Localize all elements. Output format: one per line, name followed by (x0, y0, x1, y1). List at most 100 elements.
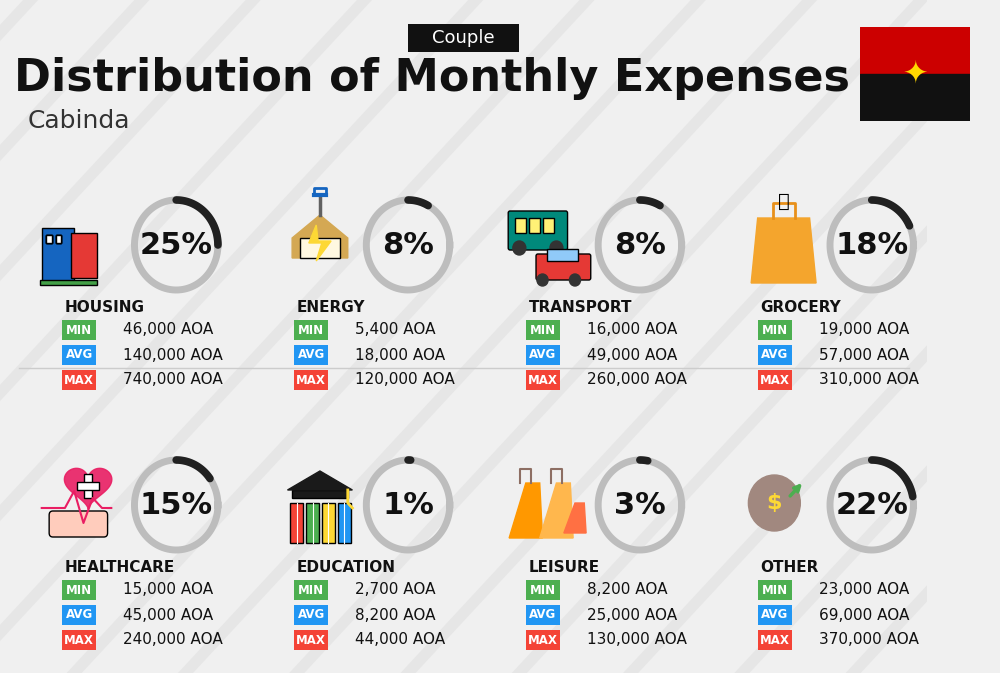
FancyBboxPatch shape (42, 228, 74, 283)
Text: MIN: MIN (298, 324, 324, 336)
Text: AVG: AVG (761, 608, 788, 621)
FancyBboxPatch shape (294, 630, 328, 650)
FancyBboxPatch shape (543, 218, 554, 233)
FancyBboxPatch shape (71, 233, 97, 278)
Text: AVG: AVG (761, 349, 788, 361)
FancyBboxPatch shape (40, 280, 97, 285)
FancyBboxPatch shape (62, 345, 96, 365)
Text: MAX: MAX (64, 374, 94, 386)
Text: 49,000 AOA: 49,000 AOA (587, 347, 677, 363)
FancyBboxPatch shape (62, 320, 96, 340)
Text: Cabinda: Cabinda (28, 109, 130, 133)
FancyBboxPatch shape (56, 235, 61, 243)
FancyBboxPatch shape (62, 630, 96, 650)
FancyBboxPatch shape (62, 370, 96, 390)
Text: MAX: MAX (296, 633, 326, 647)
Text: MAX: MAX (760, 374, 790, 386)
Circle shape (537, 274, 548, 286)
Text: 46,000 AOA: 46,000 AOA (123, 322, 214, 337)
Text: ✦: ✦ (902, 59, 928, 89)
FancyBboxPatch shape (306, 503, 319, 543)
FancyBboxPatch shape (294, 370, 328, 390)
FancyBboxPatch shape (536, 254, 591, 280)
FancyBboxPatch shape (526, 320, 560, 340)
Text: 8%: 8% (382, 230, 434, 260)
Text: 23,000 AOA: 23,000 AOA (819, 583, 909, 598)
Text: MAX: MAX (528, 374, 558, 386)
Text: HEALTHCARE: HEALTHCARE (65, 561, 175, 575)
Text: 45,000 AOA: 45,000 AOA (123, 608, 213, 623)
FancyBboxPatch shape (547, 249, 578, 261)
FancyBboxPatch shape (529, 218, 540, 233)
Text: MAX: MAX (296, 374, 326, 386)
Text: 19,000 AOA: 19,000 AOA (819, 322, 909, 337)
Text: 15%: 15% (140, 491, 213, 520)
FancyBboxPatch shape (46, 235, 52, 243)
Text: 18%: 18% (835, 230, 908, 260)
Text: 240,000 AOA: 240,000 AOA (123, 633, 223, 647)
FancyBboxPatch shape (292, 490, 348, 498)
Text: AVG: AVG (66, 608, 93, 621)
Polygon shape (509, 483, 543, 538)
Text: 🥬: 🥬 (778, 192, 790, 211)
FancyBboxPatch shape (56, 235, 61, 243)
Bar (860, 74, 970, 121)
FancyBboxPatch shape (62, 605, 96, 625)
Text: MIN: MIN (66, 324, 92, 336)
Text: 69,000 AOA: 69,000 AOA (819, 608, 909, 623)
Text: MIN: MIN (530, 583, 556, 596)
FancyBboxPatch shape (526, 345, 560, 365)
FancyBboxPatch shape (290, 503, 303, 543)
Polygon shape (540, 483, 573, 538)
Circle shape (748, 475, 800, 531)
Circle shape (569, 274, 581, 286)
FancyBboxPatch shape (294, 320, 328, 340)
Text: MIN: MIN (66, 583, 92, 596)
FancyBboxPatch shape (294, 345, 328, 365)
FancyBboxPatch shape (322, 503, 335, 543)
Text: MIN: MIN (530, 324, 556, 336)
Text: 8,200 AOA: 8,200 AOA (587, 583, 668, 598)
Text: MAX: MAX (64, 633, 94, 647)
Text: 140,000 AOA: 140,000 AOA (123, 347, 223, 363)
Text: GROCERY: GROCERY (760, 301, 841, 316)
FancyBboxPatch shape (408, 24, 519, 52)
Circle shape (550, 241, 563, 255)
FancyBboxPatch shape (84, 474, 92, 498)
Text: AVG: AVG (66, 349, 93, 361)
FancyBboxPatch shape (46, 235, 52, 243)
Text: 18,000 AOA: 18,000 AOA (355, 347, 445, 363)
Text: 370,000 AOA: 370,000 AOA (819, 633, 919, 647)
Text: 740,000 AOA: 740,000 AOA (123, 372, 223, 388)
Text: AVG: AVG (298, 608, 325, 621)
Text: 2,700 AOA: 2,700 AOA (355, 583, 436, 598)
Polygon shape (309, 225, 331, 261)
Text: 1%: 1% (382, 491, 434, 520)
Text: 44,000 AOA: 44,000 AOA (355, 633, 445, 647)
FancyBboxPatch shape (758, 370, 792, 390)
Text: LEISURE: LEISURE (529, 561, 600, 575)
FancyBboxPatch shape (77, 482, 99, 490)
FancyBboxPatch shape (526, 605, 560, 625)
Text: HOUSING: HOUSING (65, 301, 145, 316)
Text: MAX: MAX (528, 633, 558, 647)
Text: Distribution of Monthly Expenses: Distribution of Monthly Expenses (14, 57, 850, 100)
Text: 22%: 22% (835, 491, 908, 520)
FancyBboxPatch shape (56, 235, 61, 243)
Text: 57,000 AOA: 57,000 AOA (819, 347, 909, 363)
FancyBboxPatch shape (294, 605, 328, 625)
Polygon shape (751, 218, 816, 283)
FancyBboxPatch shape (294, 580, 328, 600)
FancyBboxPatch shape (526, 580, 560, 600)
Text: EDUCATION: EDUCATION (297, 561, 396, 575)
FancyBboxPatch shape (300, 238, 340, 258)
Polygon shape (292, 215, 348, 258)
Text: 25,000 AOA: 25,000 AOA (587, 608, 677, 623)
Polygon shape (287, 471, 352, 490)
Text: ENERGY: ENERGY (297, 301, 365, 316)
FancyBboxPatch shape (758, 630, 792, 650)
Text: OTHER: OTHER (760, 561, 819, 575)
FancyBboxPatch shape (758, 345, 792, 365)
Circle shape (513, 241, 526, 255)
Text: MIN: MIN (762, 324, 788, 336)
